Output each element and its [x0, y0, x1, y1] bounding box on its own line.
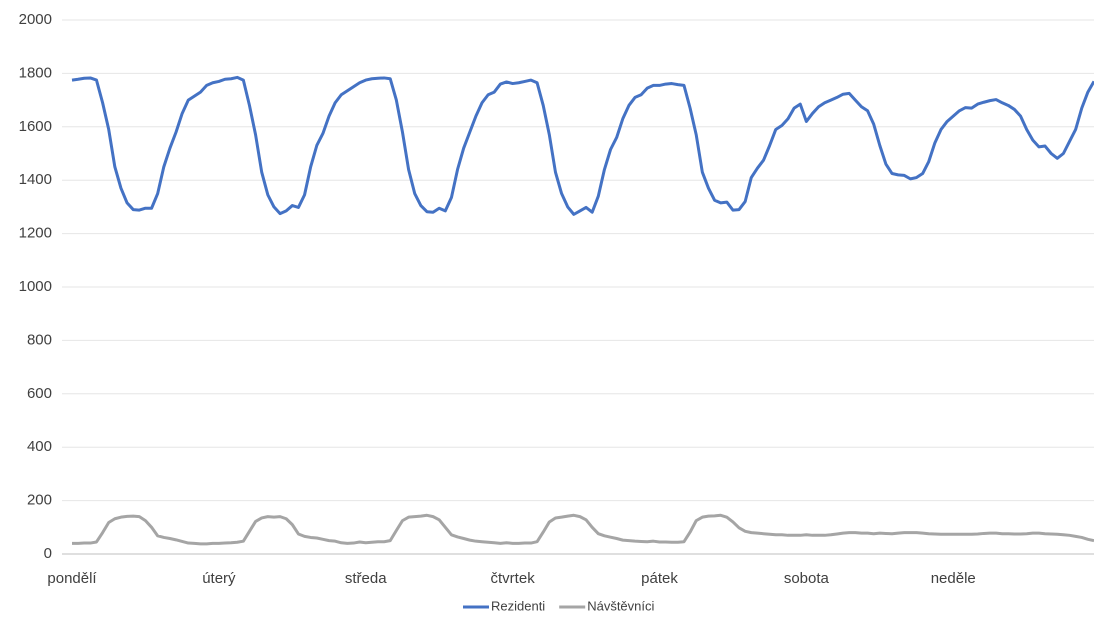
legend-label: Rezidenti: [491, 598, 545, 613]
y-tick-label: 800: [27, 331, 52, 348]
y-tick-label: 2000: [19, 11, 52, 28]
y-tick-label: 200: [27, 492, 52, 509]
x-tick-label: neděle: [931, 570, 976, 587]
legend-label: Návštěvníci: [587, 598, 654, 613]
x-tick-label: čtvrtek: [491, 570, 536, 587]
y-tick-label: 1800: [19, 64, 52, 81]
y-tick-label: 1000: [19, 278, 52, 295]
series-line: [72, 513, 1094, 546]
x-tick-label: úterý: [202, 570, 236, 587]
y-tick-label: 400: [27, 438, 52, 455]
x-tick-label: středa: [345, 570, 387, 587]
y-tick-label: 1400: [19, 171, 52, 188]
series-line: [71, 75, 1094, 216]
y-tick-label: 600: [27, 385, 52, 402]
x-tick-label: sobota: [784, 570, 830, 587]
x-tick-label: pátek: [641, 570, 678, 587]
x-tick-label: pondělí: [47, 570, 97, 587]
y-tick-label: 1200: [19, 225, 52, 242]
y-tick-label: 0: [44, 545, 52, 562]
y-tick-label: 1600: [19, 118, 52, 135]
